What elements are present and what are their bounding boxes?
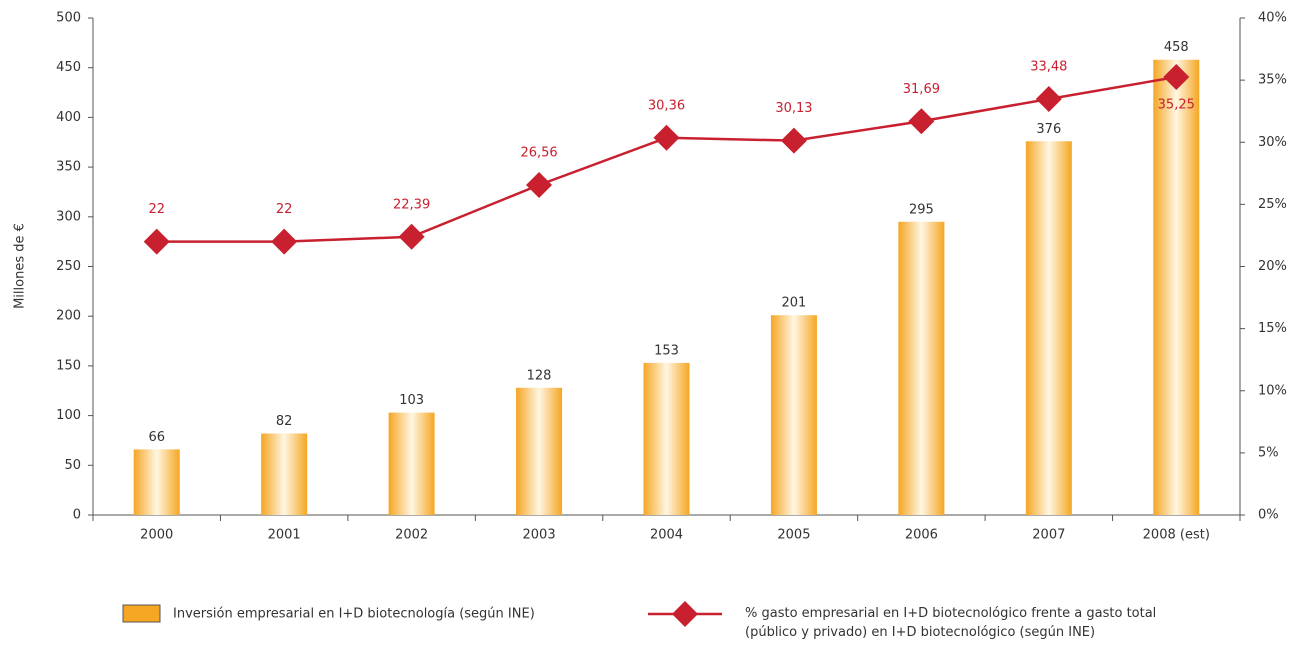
line-value-label: 35,25 [1158,98,1195,113]
y-tick-label: 450 [56,60,81,75]
y-tick-label: 200 [56,309,81,324]
bar [643,362,690,515]
y-tick-label: 50 [64,458,81,473]
bar-value-label: 103 [399,393,424,408]
line-value-label: 22,39 [393,197,430,212]
line-value-label: 26,56 [520,145,557,160]
y-tick-label: 400 [56,110,81,125]
y2-tick-label: 0% [1258,508,1279,523]
y2-tick-label: 20% [1258,259,1287,274]
y2-tick-label: 5% [1258,445,1279,460]
line-value-label: 30,36 [648,98,685,113]
y-tick-label: 250 [56,259,81,274]
x-tick-label: 2000 [140,528,173,543]
legend-marker [672,601,698,627]
y-tick-label: 100 [56,408,81,423]
y2-tick-label: 35% [1258,73,1287,88]
bar [770,315,817,515]
legend-label: % gasto empresarial en I+D biotecnológic… [745,606,1157,640]
y-tick-label: 500 [56,11,81,26]
legend-swatch [122,604,161,623]
bar-value-label: 376 [1036,122,1061,137]
x-tick-label: 2005 [777,528,810,543]
line-marker [271,228,298,255]
y-tick-label: 300 [56,209,81,224]
legend-label: Inversión empresarial en I+D biotecnolog… [173,607,535,622]
bar [1025,141,1072,516]
line-marker [1163,64,1190,91]
bar-value-label: 82 [276,414,293,429]
bar [388,412,435,515]
y2-tick-label: 25% [1258,197,1287,212]
line-value-label: 22 [148,202,165,217]
bar [261,433,308,515]
bar [516,387,563,515]
line-value-label: 33,48 [1030,60,1067,75]
x-tick-label: 2007 [1032,528,1065,543]
line-marker [780,127,807,154]
y-tick-label: 150 [56,358,81,373]
bar [898,221,945,515]
line-marker [526,171,553,198]
bar [133,449,180,515]
line-marker [398,223,425,250]
y-axis-label: Millones de € [13,223,28,309]
x-tick-label: 2002 [395,528,428,543]
x-tick-label: 2008 (est) [1143,528,1210,543]
x-tick-label: 2004 [650,528,683,543]
bar-value-label: 201 [782,296,807,311]
line-value-label: 31,69 [903,82,940,97]
line-value-label: 30,13 [775,101,812,116]
bar [1153,59,1200,516]
y2-tick-label: 40% [1258,11,1287,26]
y-tick-label: 350 [56,160,81,175]
line-marker [653,124,680,151]
bar-value-label: 66 [148,430,165,445]
line-value-label: 22 [276,202,293,217]
bar-value-label: 295 [909,202,934,217]
y2-tick-label: 30% [1258,135,1287,150]
x-tick-label: 2003 [523,528,556,543]
bar-value-label: 153 [654,343,679,358]
line-marker [908,108,935,135]
y2-tick-label: 15% [1258,321,1287,336]
bar-value-label: 128 [527,368,552,383]
y2-tick-label: 10% [1258,383,1287,398]
line-marker [143,228,170,255]
x-tick-label: 2001 [268,528,301,543]
line-marker [1035,86,1062,113]
x-tick-label: 2006 [905,528,938,543]
bar-value-label: 458 [1164,40,1189,55]
y-tick-label: 0 [73,508,81,523]
